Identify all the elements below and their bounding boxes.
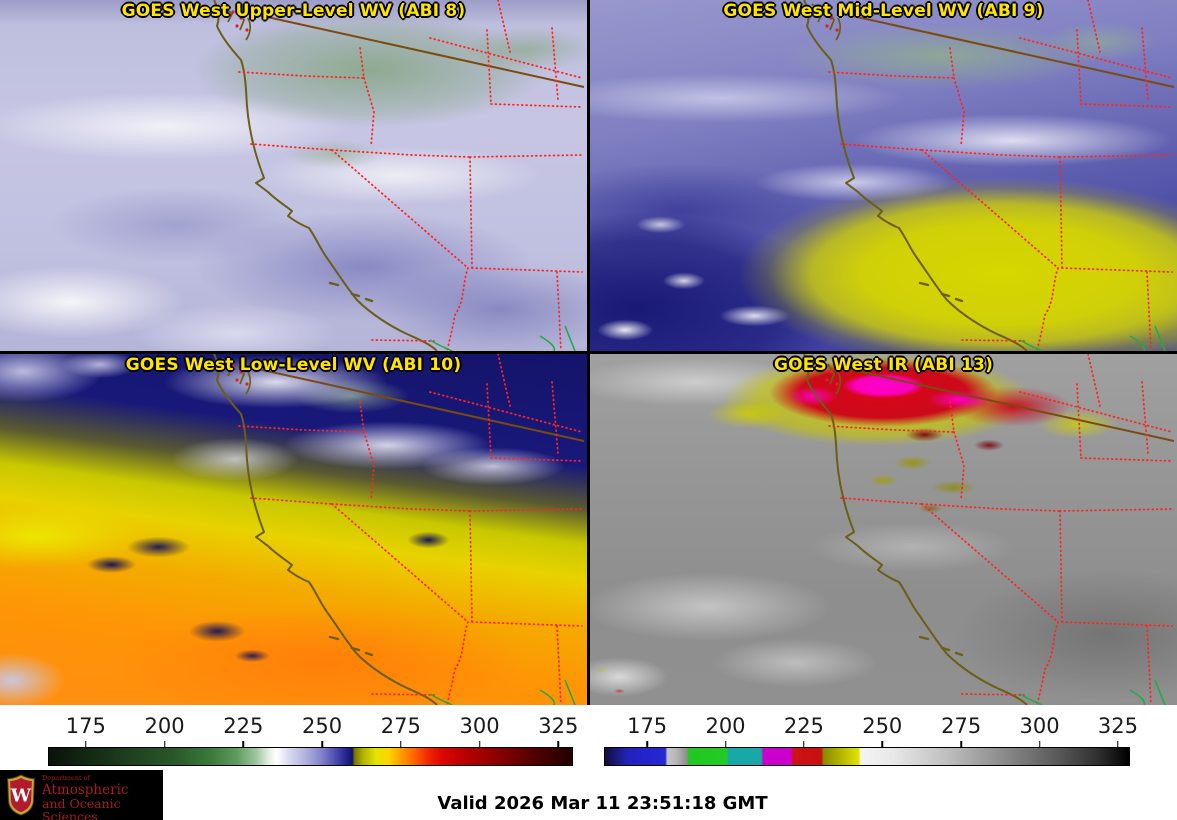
crest-letter: W	[10, 786, 32, 807]
ir-tick-label: 325	[1097, 714, 1138, 738]
low-level-wv-imagery	[0, 354, 587, 705]
map-borders-overlay	[212, 0, 586, 351]
panel-mid-level-wv: GOES West Mid-Level WV (ABI 9)	[590, 0, 1177, 351]
wv-tick-label: 200	[144, 714, 185, 738]
map-borders-overlay	[212, 354, 586, 705]
logo-name-line1: Atmospheric	[42, 781, 129, 798]
ir-tick-label: 300	[1019, 714, 1060, 738]
map-borders-overlay	[802, 354, 1176, 705]
ir-imagery	[590, 354, 1177, 705]
wv-colorbar-gradient	[48, 747, 573, 766]
wv-tick-label: 225	[223, 714, 264, 738]
wv-colorbar-labels: 175 200 225 250 275 300 325	[48, 714, 579, 740]
logo-dept-line: Department of	[42, 774, 91, 782]
panel-title-abi13: GOES West IR (ABI 13)	[773, 355, 994, 375]
footer-bar: 175 200 225 250 275 300 325 175 200 225 …	[0, 705, 1177, 820]
panel-ir: GOES West IR (ABI 13)	[590, 354, 1177, 705]
valid-time-label: Valid 2026 Mar 11 23:51:18 GMT	[437, 793, 768, 814]
wv-tick-label: 300	[459, 714, 500, 738]
panel-title-abi9: GOES West Mid-Level WV (ABI 9)	[723, 1, 1044, 21]
map-borders-overlay	[802, 0, 1176, 351]
panel-title-abi10: GOES West Low-Level WV (ABI 10)	[125, 355, 462, 375]
ir-colorbar-gradient	[604, 747, 1130, 766]
wv-colorbar-ticks	[48, 741, 573, 747]
ir-colorbar-ticks	[604, 741, 1130, 747]
upper-level-wv-imagery	[0, 0, 587, 351]
ir-tick-label: 200	[705, 714, 746, 738]
wv-tick-label: 250	[302, 714, 343, 738]
uw-crest-icon: W	[7, 774, 35, 816]
panel-title-abi8: GOES West Upper-Level WV (ABI 8)	[121, 1, 466, 21]
ir-tick-label: 175	[627, 714, 668, 738]
uw-aos-logo: W Department of Atmospheric and Oceanic …	[0, 770, 163, 820]
mid-level-wv-imagery	[590, 0, 1177, 351]
ir-tick-label: 275	[941, 714, 982, 738]
ir-tick-label: 225	[783, 714, 824, 738]
quad-panel-grid: GOES West Upper-Level WV (ABI 8) GOES We…	[0, 0, 1177, 705]
logo-name-line2: and Oceanic Sciences	[42, 796, 121, 820]
ir-colorbar-labels: 175 200 225 250 275 300 325	[604, 714, 1138, 740]
wv-tick-label: 175	[65, 714, 106, 738]
ir-tick-label: 250	[862, 714, 903, 738]
wv-tick-label: 325	[538, 714, 579, 738]
logo-text: Department of Atmospheric and Oceanic Sc…	[42, 775, 163, 820]
panel-upper-level-wv: GOES West Upper-Level WV (ABI 8)	[0, 0, 587, 351]
wv-tick-label: 275	[380, 714, 421, 738]
panel-low-level-wv: GOES West Low-Level WV (ABI 10)	[0, 354, 587, 705]
